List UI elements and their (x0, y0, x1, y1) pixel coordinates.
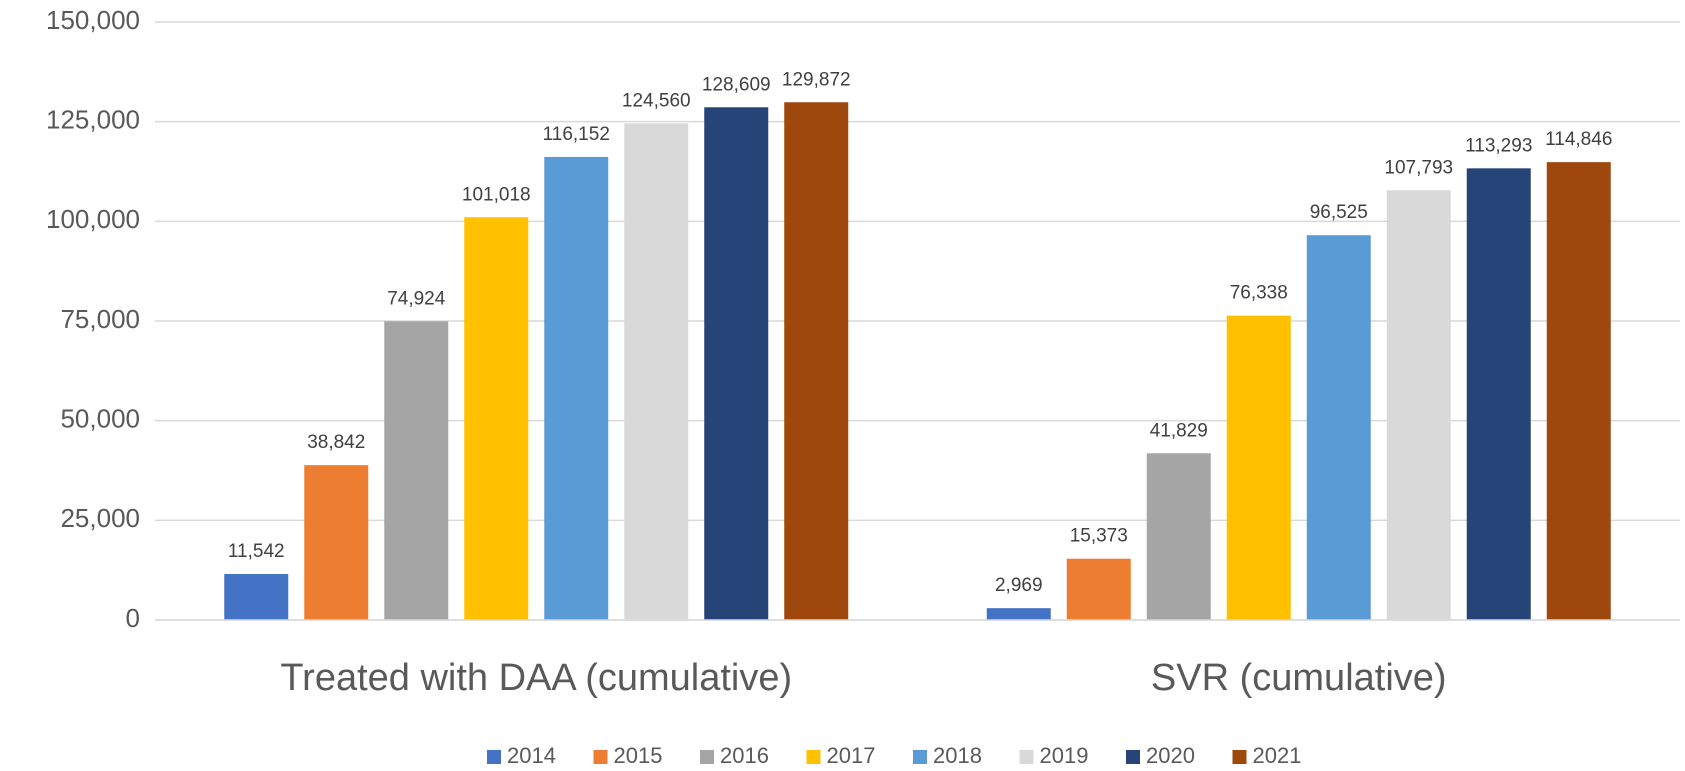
data-label: 129,872 (782, 69, 851, 90)
y-tick-label: 150,000 (46, 5, 140, 35)
legend-label: 2017 (827, 743, 876, 768)
data-label: 38,842 (307, 432, 365, 453)
bar (464, 217, 529, 620)
legend-swatch (806, 750, 821, 764)
x-tick-label: SVR (cumulative) (1151, 657, 1447, 699)
data-label: 128,609 (702, 74, 771, 95)
legend-label: 2018 (933, 743, 982, 768)
legend-swatch (913, 750, 927, 764)
legend-swatch (487, 750, 501, 764)
legend-label: 2015 (614, 743, 663, 768)
data-label: 107,793 (1384, 157, 1453, 178)
data-label: 74,924 (387, 288, 446, 309)
bar (1546, 162, 1611, 620)
data-label: 15,373 (1070, 526, 1128, 547)
bar (704, 107, 769, 620)
legend-label: 2021 (1253, 743, 1302, 768)
data-label: 41,829 (1150, 420, 1208, 441)
y-tick-label: 50,000 (60, 404, 140, 434)
legend-swatch (1232, 750, 1247, 764)
bar (384, 321, 449, 620)
bar (784, 102, 849, 620)
bar (624, 123, 689, 620)
bar (544, 156, 609, 621)
legend-swatch (1019, 750, 1034, 764)
legend-swatch (1126, 750, 1140, 764)
y-tick-label: 125,000 (46, 105, 140, 135)
legend-label: 2016 (720, 743, 769, 768)
bar (1466, 168, 1531, 621)
legend-swatch (700, 750, 714, 764)
data-label: 101,018 (462, 184, 531, 205)
y-tick-label: 75,000 (60, 304, 140, 334)
bar (1226, 315, 1291, 620)
data-label: 124,560 (622, 90, 691, 111)
legend-label: 2019 (1040, 743, 1089, 768)
data-label: 76,338 (1230, 283, 1288, 304)
bar (1066, 558, 1131, 620)
y-tick-label: 0 (126, 603, 140, 633)
legend-label: 2020 (1146, 743, 1195, 768)
legend-swatch (593, 750, 608, 764)
bar (1146, 453, 1211, 620)
x-tick-label: Treated with DAA (cumulative) (280, 657, 792, 699)
y-tick-label: 100,000 (46, 204, 140, 234)
bar (1386, 190, 1451, 620)
bar (224, 573, 289, 620)
data-label: 11,542 (228, 541, 285, 562)
legend-label: 2014 (507, 743, 556, 768)
data-label: 96,525 (1310, 202, 1368, 223)
y-tick-label: 25,000 (60, 503, 140, 533)
data-label: 116,152 (543, 124, 610, 145)
bar (304, 465, 369, 620)
bar (1306, 235, 1371, 620)
data-label: 114,846 (1545, 129, 1612, 150)
bar (986, 608, 1051, 620)
data-label: 113,293 (1465, 135, 1532, 156)
data-label: 2,969 (995, 575, 1043, 596)
